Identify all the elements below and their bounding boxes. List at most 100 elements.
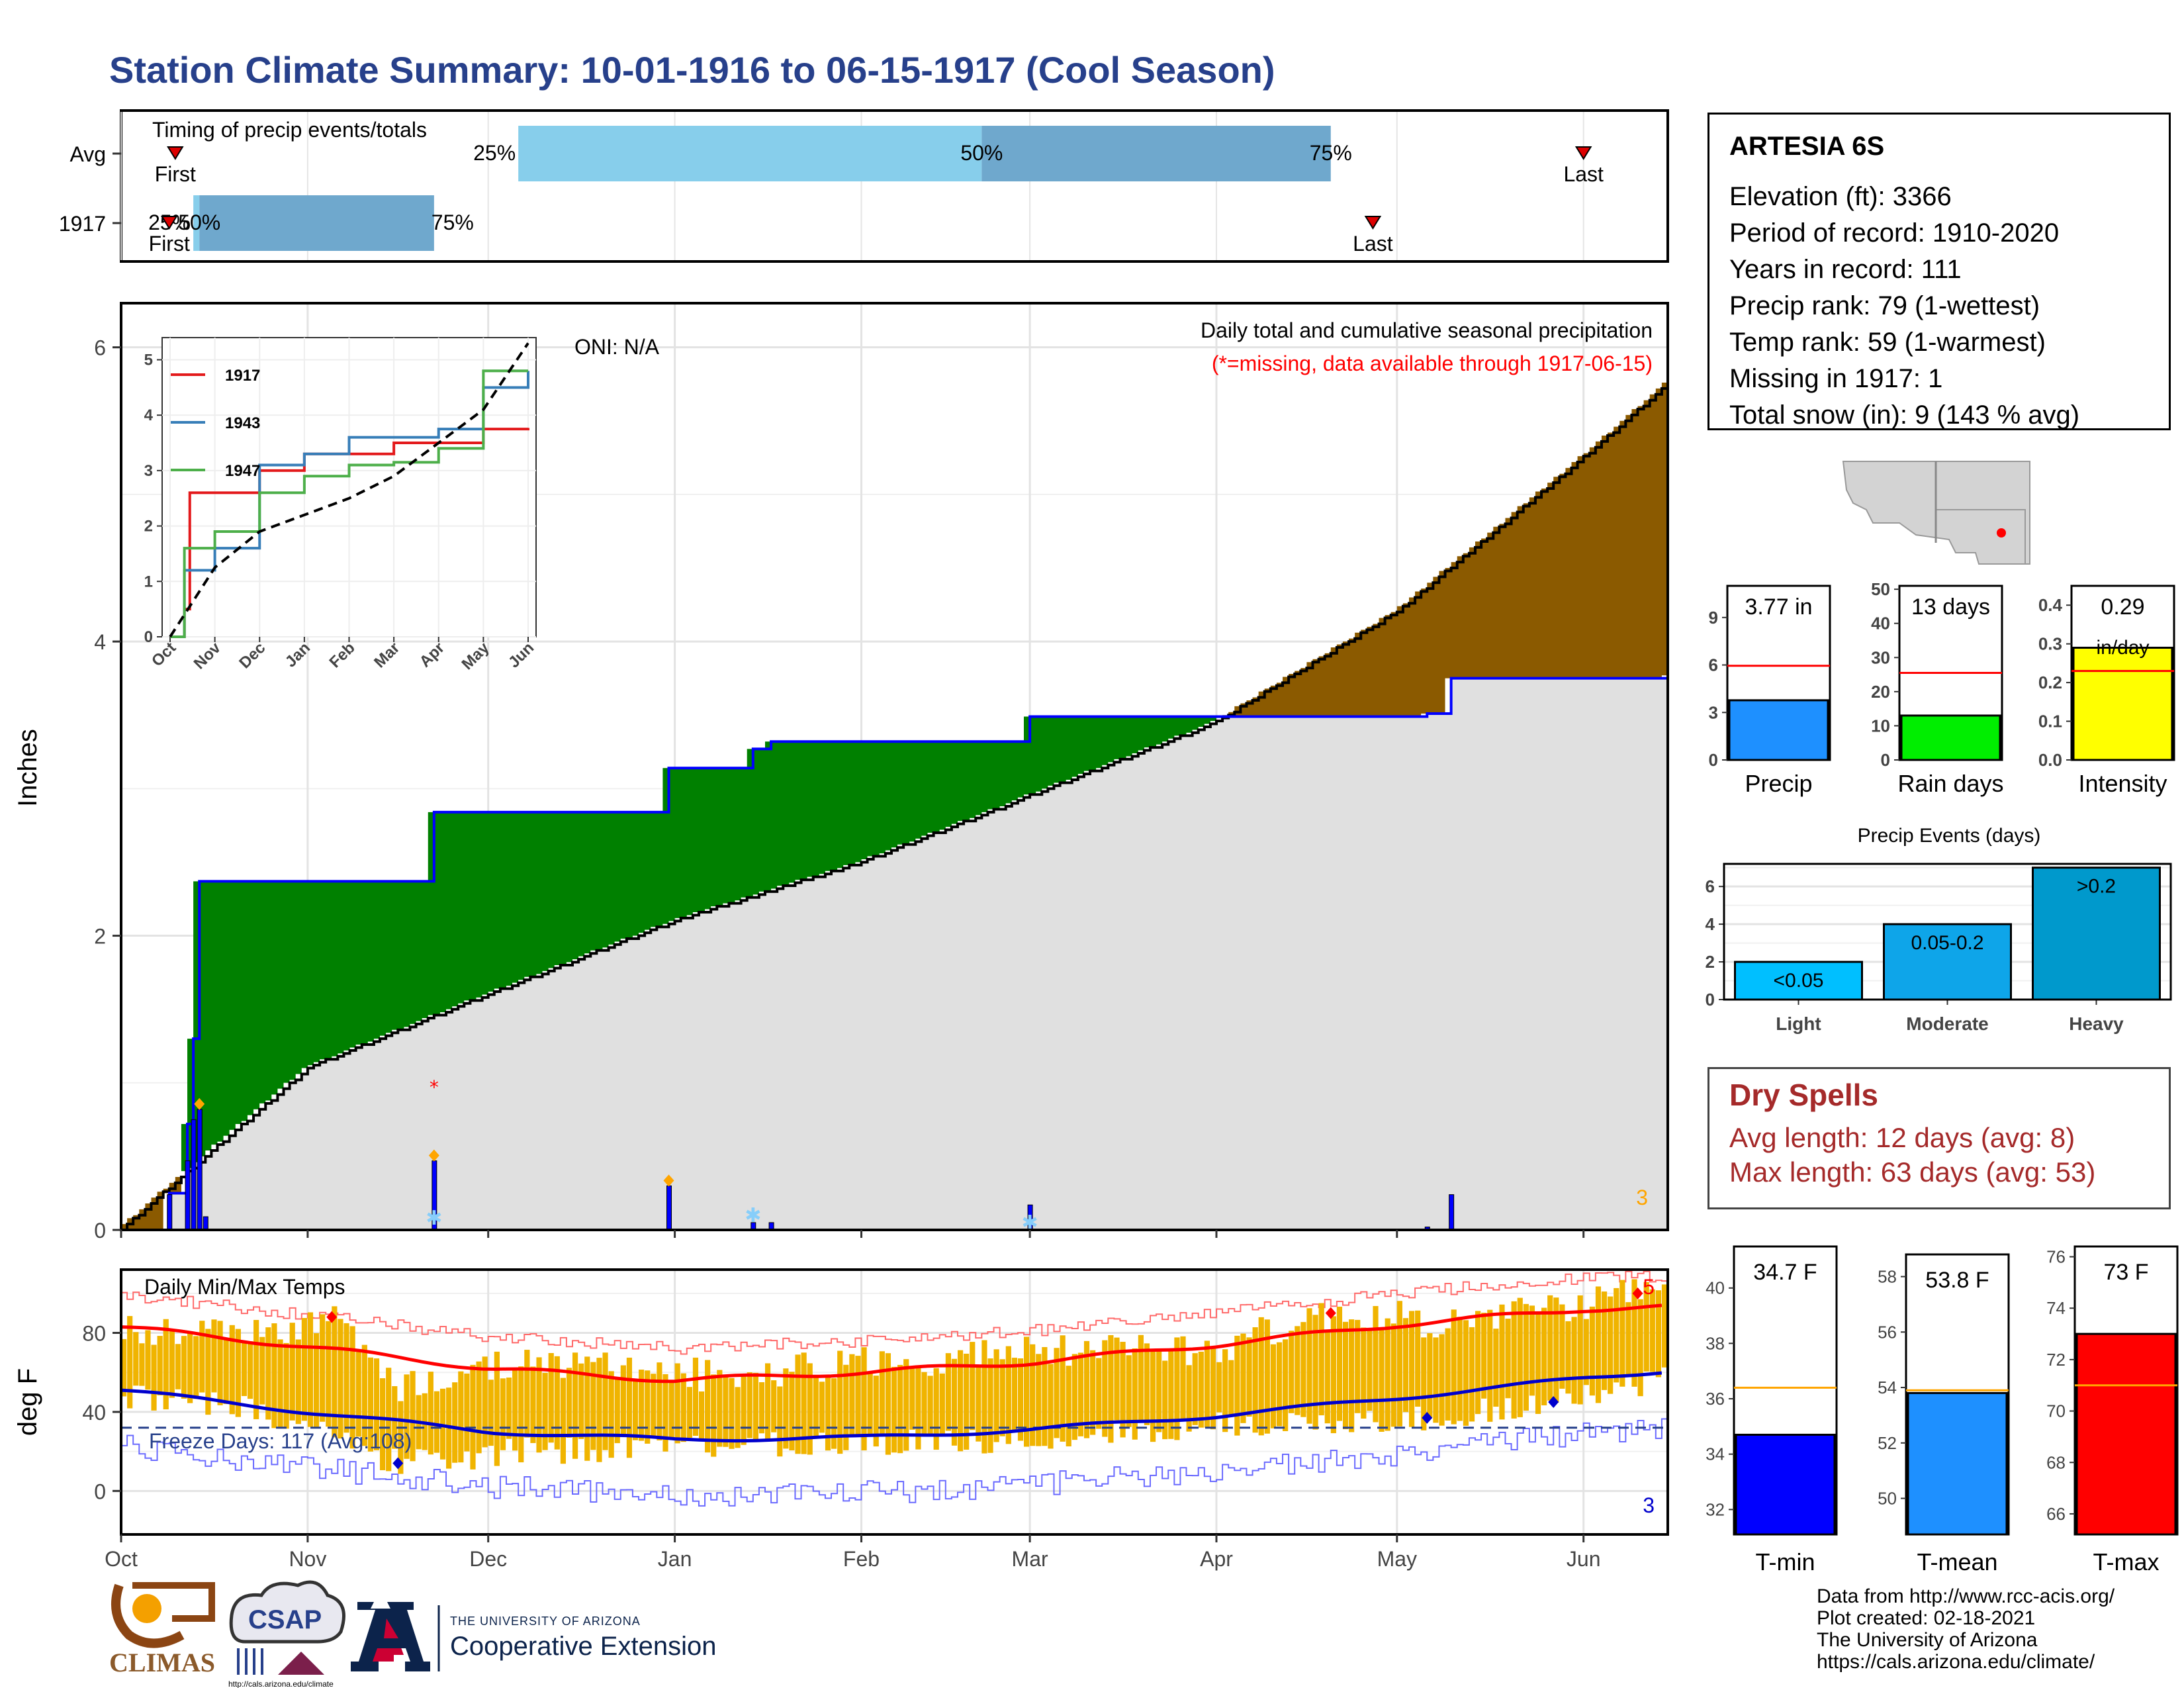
daily-temp-bar xyxy=(320,1314,326,1422)
daily-temp-bar xyxy=(1541,1307,1547,1406)
daily-temp-bar xyxy=(783,1368,789,1449)
daily-temp-bar xyxy=(1330,1316,1336,1434)
daily-temp-bar xyxy=(398,1401,404,1474)
daily-temp-bar xyxy=(524,1350,530,1438)
temp-bar-ytick-label: 58 xyxy=(1878,1267,1897,1287)
temp-bar-ytick-label: 66 xyxy=(2046,1504,2066,1524)
daily-temp-bar xyxy=(795,1354,801,1454)
temp-bar-ytick-label: 36 xyxy=(1706,1389,1725,1409)
daily-temp-bar xyxy=(891,1366,897,1453)
daily-temp-bar xyxy=(855,1356,861,1434)
daily-temp-bar xyxy=(1571,1317,1577,1404)
daily-temp-bar xyxy=(1625,1302,1631,1378)
timing-row-label: Avg xyxy=(69,142,106,166)
daily-temp-bar xyxy=(392,1386,398,1449)
daily-temp-bar xyxy=(1355,1319,1361,1413)
daily-temp-bar xyxy=(993,1349,999,1442)
daily-temp-bar xyxy=(211,1319,217,1393)
last-event-label: Last xyxy=(1353,232,1393,256)
daily-temp-bar xyxy=(566,1368,572,1438)
daily-temp-bar xyxy=(1499,1304,1505,1420)
month-axis-label: Jun xyxy=(1567,1547,1601,1571)
footer-line: The University of Arizona xyxy=(1817,1629,2038,1651)
temp-bar-value-label: 73 F xyxy=(2103,1260,2148,1285)
daily-temp-bar xyxy=(1295,1326,1300,1415)
daily-temp-bar xyxy=(668,1382,674,1439)
events-category-label: Light xyxy=(1776,1013,1821,1034)
daily-temp-bar xyxy=(470,1364,476,1470)
daily-temp-bar xyxy=(1655,1290,1661,1378)
daily-temp-bar xyxy=(1077,1352,1084,1436)
temp-bar-ytick-label: 38 xyxy=(1706,1333,1725,1353)
freeze-days-label: Freeze Days: 117 (Avg:108) xyxy=(149,1429,412,1453)
daily-temp-bar xyxy=(1336,1306,1343,1421)
daily-temp-bar xyxy=(1054,1348,1060,1438)
temp-bar-category-label: T-mean xyxy=(1917,1548,1997,1575)
average-cumulative-line xyxy=(121,383,1669,1231)
daily-temp-bar xyxy=(927,1376,933,1436)
daily-temp-bar xyxy=(1415,1310,1421,1407)
daily-temp-bar xyxy=(1132,1348,1138,1440)
locator-map xyxy=(1842,461,2030,565)
daily-temp-bar xyxy=(259,1336,265,1405)
events-bar xyxy=(1883,923,2012,1001)
small-bar-ytick-label: 3 xyxy=(1709,702,1718,722)
daily-temp-bar xyxy=(223,1338,229,1405)
timing-label-75: 75% xyxy=(1310,141,1352,165)
timing-bar-50-75 xyxy=(199,195,434,251)
average-min-line xyxy=(120,1371,1662,1443)
record-low-line xyxy=(121,1418,1668,1507)
footer-line: https://cals.arizona.edu/climate/ xyxy=(1817,1651,2095,1673)
daily-temp-bar xyxy=(813,1375,819,1438)
daily-precip-bar xyxy=(666,1185,672,1231)
timing-title: Timing of precip events/totals xyxy=(152,118,427,142)
daily-temp-bar xyxy=(1192,1353,1198,1425)
daily-temp-bar xyxy=(1186,1365,1192,1432)
page-title: Station Climate Summary: 10-01-1916 to 0… xyxy=(109,49,1275,91)
daily-temp-bar xyxy=(1096,1358,1102,1429)
daily-temp-bar xyxy=(193,1336,199,1399)
daily-temp-bar xyxy=(1017,1358,1024,1441)
daily-temp-bar xyxy=(175,1344,181,1389)
record-low-count: 3 xyxy=(1643,1493,1655,1517)
daily-temp-bar xyxy=(1090,1350,1096,1435)
daily-temp-bar xyxy=(951,1358,958,1446)
daily-temp-bar xyxy=(271,1323,277,1429)
small-bar-value-label: 3.77 in xyxy=(1745,594,1812,620)
daily-temp-bar xyxy=(680,1373,686,1442)
daily-temp-bar xyxy=(602,1352,608,1450)
daily-temp-bar xyxy=(313,1333,320,1427)
daily-temp-bar xyxy=(1463,1320,1469,1426)
events-bar xyxy=(2032,867,2161,1001)
daily-temp-bar xyxy=(241,1342,248,1396)
daily-temp-bar xyxy=(645,1370,651,1444)
daily-temp-bar xyxy=(674,1363,680,1444)
daily-temp-bar xyxy=(1324,1331,1330,1424)
daily-temp-bar xyxy=(1421,1337,1427,1430)
daily-temp-bar xyxy=(332,1306,338,1438)
dry-spells-title: Dry Spells xyxy=(1729,1078,1878,1112)
month-axis-label: Apr xyxy=(1200,1547,1233,1571)
daily-temp-bar xyxy=(1264,1319,1270,1434)
daily-temp-bar xyxy=(1529,1305,1535,1396)
daily-temp-bar xyxy=(1637,1299,1643,1397)
small-bar-ytick-label: 0.0 xyxy=(2038,750,2062,770)
daily-temp-bar xyxy=(1162,1360,1168,1440)
daily-temp-bar xyxy=(873,1376,879,1447)
daily-temp-bar xyxy=(1649,1289,1655,1372)
daily-temp-bar xyxy=(584,1356,590,1461)
month-axis-label: Dec xyxy=(469,1547,507,1571)
small-bar-ytick-label: 0.4 xyxy=(2038,595,2063,615)
small-bar-category-label: Rain days xyxy=(1897,770,2003,797)
average-max-line xyxy=(120,1303,1662,1383)
temps-ylabel: deg F xyxy=(13,1368,42,1436)
station-info-box: ARTESIA 6S Elevation (ft): 3366 Period o… xyxy=(1707,113,2171,430)
daily-temp-bar xyxy=(596,1358,602,1462)
first-event-label: First xyxy=(149,232,190,256)
timing-bar-50-75 xyxy=(981,126,1331,181)
daily-temp-bar xyxy=(1349,1319,1355,1432)
month-axis-label: Jan xyxy=(658,1547,692,1571)
inset-ytick-label: 4 xyxy=(144,406,154,424)
daily-temp-bar xyxy=(1408,1311,1415,1427)
daily-temp-bar xyxy=(1577,1295,1583,1405)
